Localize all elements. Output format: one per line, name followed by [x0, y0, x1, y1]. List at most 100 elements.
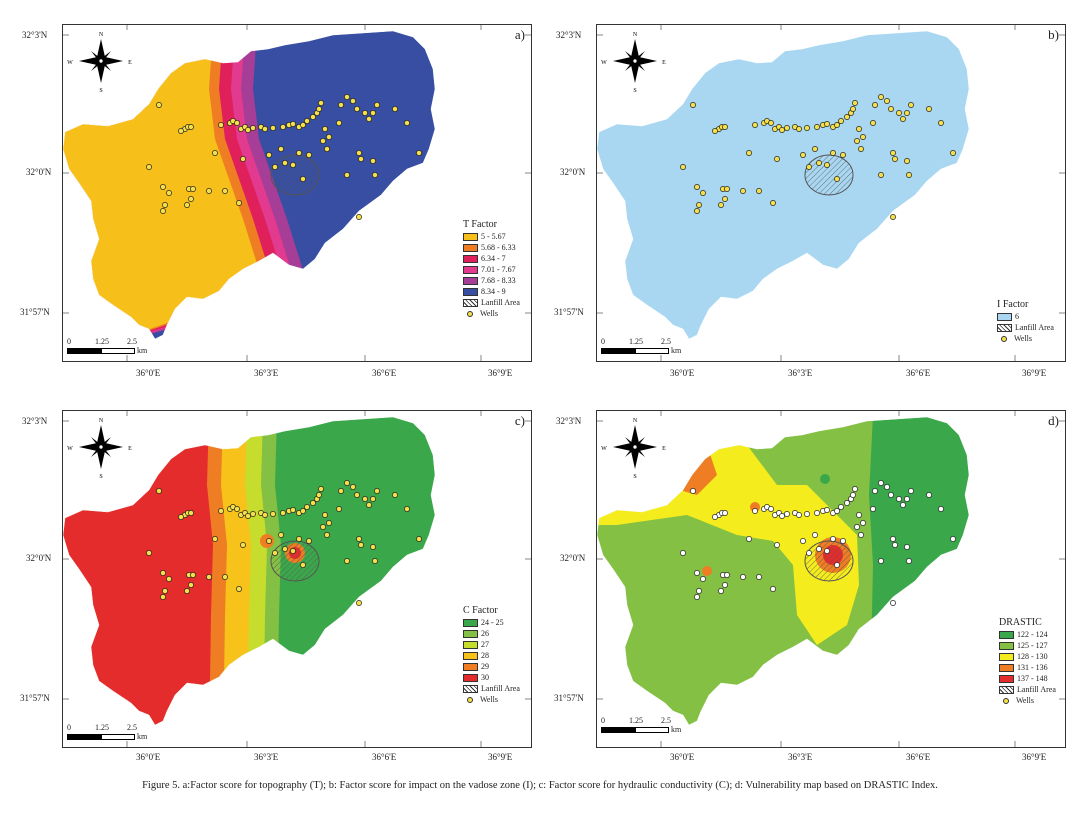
scale-bar: 0 1.25 2.5 km — [601, 337, 682, 355]
well-marker — [250, 125, 256, 131]
well-marker — [860, 520, 866, 526]
well-marker — [872, 488, 878, 494]
well-marker — [906, 172, 912, 178]
north-arrow: N S E W — [601, 32, 666, 94]
well-marker — [190, 186, 196, 192]
compass-letter: E — [662, 60, 666, 66]
lat-label: 31°57'N — [554, 693, 584, 703]
well-marker — [712, 128, 718, 134]
well-marker — [858, 532, 864, 538]
well-marker — [854, 524, 860, 530]
well-marker — [906, 558, 912, 564]
well-marker — [336, 506, 342, 512]
well-marker — [800, 538, 806, 544]
well-marker — [240, 156, 246, 162]
well-marker — [370, 158, 376, 164]
well-marker — [188, 510, 194, 516]
well-marker — [206, 188, 212, 194]
well-marker — [768, 506, 774, 512]
legend-swatch — [463, 629, 478, 638]
well-marker — [722, 196, 728, 202]
legend-class: 27 — [463, 639, 520, 650]
well-marker — [900, 502, 906, 508]
well-marker — [306, 538, 312, 544]
well-marker — [146, 550, 152, 556]
well-marker — [184, 588, 190, 594]
well-marker — [404, 506, 410, 512]
well-marker — [784, 511, 790, 517]
well-marker — [206, 574, 212, 580]
well-marker — [850, 106, 856, 112]
well-marker — [838, 504, 844, 510]
well-marker — [162, 202, 168, 208]
well-marker — [190, 572, 196, 578]
well-marker — [830, 150, 836, 156]
wells-layer — [680, 94, 956, 220]
well-marker — [904, 158, 910, 164]
well-marker — [166, 576, 172, 582]
well-marker — [278, 532, 284, 538]
compass-letter: N — [99, 32, 104, 38]
wells-layer — [146, 480, 422, 606]
well-marker — [722, 582, 728, 588]
well-marker — [904, 544, 910, 550]
well-marker — [806, 164, 812, 170]
lon-label: 36°9'E — [1022, 368, 1047, 378]
compass-letter: S — [99, 474, 102, 480]
well-marker — [724, 572, 730, 578]
well-marker — [926, 492, 932, 498]
legend-title: C Factor — [463, 605, 498, 616]
well-marker — [316, 106, 322, 112]
well-marker — [392, 106, 398, 112]
legend-class: 125 - 127 — [999, 640, 1056, 651]
well-marker — [770, 200, 776, 206]
well-marker — [416, 536, 422, 542]
well-marker — [834, 508, 840, 514]
lon-label: 36°9'E — [1022, 752, 1047, 762]
landfill-area — [270, 540, 320, 582]
legend-landfill: Lanfill Area — [997, 322, 1054, 333]
legend-title: DRASTIC — [999, 617, 1042, 628]
well-marker — [696, 202, 702, 208]
study-area-outline — [63, 30, 436, 340]
well-marker — [892, 542, 898, 548]
well-marker — [280, 510, 286, 516]
well-marker — [218, 122, 224, 128]
well-marker — [358, 542, 364, 548]
wells-layer — [680, 480, 956, 606]
north-arrow: N S E W — [67, 32, 132, 94]
well-marker — [779, 513, 785, 519]
well-marker — [338, 102, 344, 108]
well-marker — [896, 110, 902, 116]
well-marker — [344, 558, 350, 564]
well-marker — [362, 496, 368, 502]
zone-fill — [63, 417, 213, 725]
well-marker — [840, 152, 846, 158]
well-marker — [890, 536, 896, 542]
panel-c: N S E W c) C Factor 24 - 25 26 27 28 29 30 Lanfi… — [62, 410, 532, 748]
well-marker — [740, 574, 746, 580]
legend-class: 8.34 - 9 — [463, 286, 520, 297]
well-marker — [904, 110, 910, 116]
legend-class: 128 - 130 — [999, 651, 1056, 662]
well-marker — [304, 504, 310, 510]
lat-label: 32°0'N — [560, 553, 586, 563]
legend-swatch — [997, 312, 1012, 321]
compass-letter: N — [633, 418, 638, 424]
well-marker — [366, 116, 372, 122]
well-marker — [844, 500, 850, 506]
compass-letter: E — [662, 446, 666, 452]
legend: DRASTIC 122 - 124 125 - 127 128 - 130 131 -… — [999, 617, 1056, 706]
well-marker — [858, 146, 864, 152]
legend-swatch — [463, 640, 478, 649]
well-marker — [336, 120, 342, 126]
well-marker — [320, 138, 326, 144]
legend-swatch — [463, 265, 478, 274]
well-marker — [300, 122, 306, 128]
well-marker — [300, 562, 306, 568]
well-marker — [844, 114, 850, 120]
lon-label: 36°3'E — [788, 368, 813, 378]
well-marker — [296, 536, 302, 542]
legend-landfill: Lanfill Area — [999, 684, 1056, 695]
lat-label: 31°57'N — [20, 307, 50, 317]
